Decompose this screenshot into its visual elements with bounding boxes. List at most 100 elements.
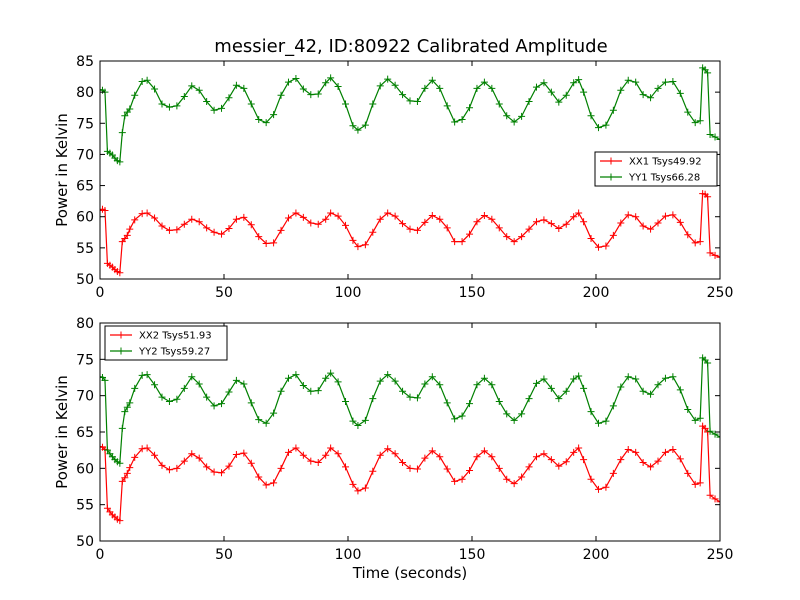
data-point (143, 209, 151, 217)
data-point (232, 376, 240, 384)
data-point (458, 475, 466, 483)
data-point (369, 100, 377, 108)
data-point (188, 82, 196, 90)
data-point (580, 88, 588, 96)
data-point (126, 225, 134, 233)
data-point (570, 79, 578, 87)
data-point (327, 444, 335, 452)
data-point (706, 491, 714, 499)
series-0-0 (100, 190, 720, 277)
data-point (532, 379, 540, 387)
data-point (466, 467, 474, 475)
data-point (503, 410, 511, 418)
data-point (691, 480, 699, 488)
data-point (575, 76, 583, 84)
data-point (711, 495, 719, 503)
data-point (632, 375, 640, 383)
data-point (488, 453, 496, 461)
data-point (428, 76, 436, 84)
data-point (609, 106, 617, 114)
x-tick-label: 150 (459, 547, 486, 563)
data-point (369, 467, 377, 475)
y-tick-label: 80 (76, 85, 94, 101)
axes-frame (99, 60, 721, 280)
data-point (118, 129, 126, 137)
data-point (240, 213, 248, 221)
data-point (384, 445, 392, 453)
data-point (647, 463, 655, 471)
data-point (716, 433, 720, 441)
data-point (495, 224, 503, 232)
data-point (466, 400, 474, 408)
data-point (292, 74, 300, 82)
data-point (240, 449, 248, 457)
data-point (218, 469, 226, 477)
data-point (277, 387, 285, 395)
data-point (376, 377, 384, 385)
data-point (594, 485, 602, 493)
data-point (180, 93, 188, 101)
x-tick-label: 0 (96, 547, 105, 563)
data-point (587, 112, 595, 120)
data-point (639, 459, 647, 467)
data-point (413, 465, 421, 473)
series-1-1 (100, 354, 720, 467)
series-line (100, 192, 720, 274)
data-point (532, 83, 540, 91)
data-point (716, 135, 720, 143)
data-point (436, 215, 444, 223)
data-point (126, 399, 134, 407)
data-point (118, 424, 126, 432)
data-point (406, 393, 414, 401)
data-point (510, 238, 518, 246)
data-point (138, 371, 146, 379)
data-point (466, 230, 474, 238)
y-tick-label: 75 (76, 352, 94, 368)
data-point (632, 448, 640, 456)
data-point (488, 215, 496, 223)
data-point (654, 84, 662, 92)
data-point (143, 444, 151, 452)
data-point (669, 373, 677, 381)
data-point (691, 416, 699, 424)
data-point (188, 215, 196, 223)
data-point (158, 100, 166, 108)
data-point (210, 402, 218, 410)
data-point (473, 381, 481, 389)
data-point (510, 480, 518, 488)
data-point (143, 76, 151, 84)
data-point (262, 481, 270, 489)
data-point (232, 451, 240, 459)
data-point (277, 464, 285, 472)
data-point (684, 405, 692, 413)
data-point (480, 78, 488, 86)
data-point (292, 444, 300, 452)
data-point (555, 225, 563, 233)
data-point (180, 457, 188, 465)
x-tick-label: 250 (707, 547, 734, 563)
data-point (255, 116, 263, 124)
data-point (180, 384, 188, 392)
chart-title: messier_42, ID:80922 Calibrated Amplitud… (214, 36, 607, 57)
data-point (270, 111, 278, 119)
data-point (101, 206, 109, 214)
data-point (116, 459, 124, 467)
data-point (131, 384, 139, 392)
data-point (138, 210, 146, 218)
data-point (138, 445, 146, 453)
data-point (594, 243, 602, 251)
data-point (247, 459, 255, 467)
data-point (131, 91, 139, 99)
data-point (458, 238, 466, 246)
data-point (654, 381, 662, 389)
data-point (661, 374, 669, 382)
legend-entry: YY1 Tsys66.28 (628, 173, 700, 184)
data-point (428, 447, 436, 455)
data-point (165, 226, 173, 234)
data-point (121, 112, 129, 120)
data-point (421, 84, 429, 92)
data-point (639, 91, 647, 99)
data-point (575, 372, 583, 380)
data-point (421, 454, 429, 462)
data-point (376, 215, 384, 223)
